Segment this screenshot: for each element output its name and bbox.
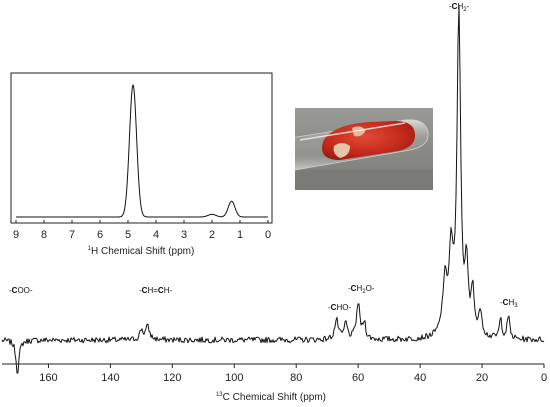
proton-tick-label: 9 (13, 229, 19, 241)
proton-spectrum-trace (16, 84, 268, 218)
annotation-coo: -COO- (9, 286, 33, 295)
photo-lower-shadow (295, 170, 433, 190)
carbon-13-spectrum: 160 140 120 100 80 60 40 20 0 13C Chemical Shift… (1, 2, 547, 403)
proton-tick-label: 0 (265, 229, 271, 241)
proton-tick-label: 5 (125, 229, 131, 241)
carbon-13-tick-label: 80 (290, 372, 302, 384)
tube-highlight (299, 122, 406, 141)
carbon-13-spectrum-trace (1, 5, 545, 374)
sample-inclusion (352, 126, 366, 137)
carbon-13-tick-label: 20 (476, 372, 488, 384)
annotation-ch2o: -CH2O- (348, 284, 375, 295)
proton-tick-label: 1 (237, 229, 243, 241)
proton-x-ticks: 9 8 7 6 5 4 3 2 1 0 (13, 220, 271, 241)
carbon-13-tick-label: 160 (39, 372, 57, 384)
carbon-13-tick-label: 120 (163, 372, 181, 384)
carbon-13-tick-label: 60 (352, 372, 364, 384)
proton-tick-label: 3 (181, 229, 187, 241)
proton-x-axis-label: 1H Chemical Shift (ppm) (88, 246, 195, 257)
carbon-13-x-axis-label: 13C Chemical Shift (ppm) (216, 392, 326, 403)
proton-tick-label: 7 (69, 229, 75, 241)
proton-tick-label: 2 (209, 229, 215, 241)
sample-tube-photo (295, 108, 433, 190)
proton-tick-label: 4 (153, 229, 159, 241)
annotation-ch2: -CH2- (449, 2, 470, 13)
carbon-13-x-ticks: 160 140 120 100 80 60 40 20 0 (39, 364, 547, 384)
carbon-13-tick-label: 0 (541, 372, 547, 384)
carbon-13-tick-label: 140 (101, 372, 119, 384)
annotation-ch-ch: -CH=CH- (139, 286, 172, 295)
inset-frame (10, 72, 273, 224)
proton-tick-label: 6 (97, 229, 103, 241)
proton-spectrum-inset: 9 8 7 6 5 4 3 2 1 0 1H Chemical Shift (ppm) (10, 72, 273, 257)
annotation-cho: -CHO- (328, 303, 351, 312)
sample-inclusion (333, 143, 350, 158)
carbon-13-tick-label: 100 (225, 372, 243, 384)
carbon-13-tick-label: 40 (414, 372, 426, 384)
proton-tick-label: 8 (41, 229, 47, 241)
annotation-ch3: -CH3 (500, 298, 518, 309)
